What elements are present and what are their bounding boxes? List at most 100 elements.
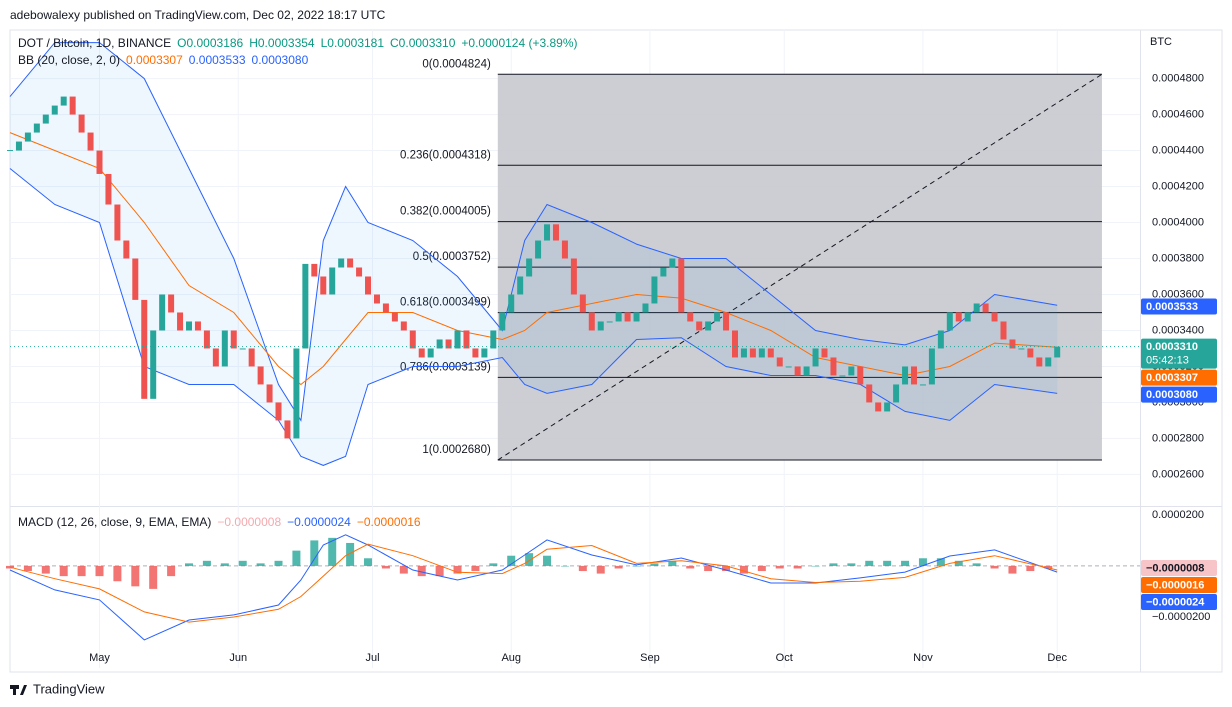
candle xyxy=(928,348,935,385)
macd-title: MACD (12, 26, close, 9, EMA, EMA) xyxy=(18,515,212,529)
candle xyxy=(33,123,40,133)
candle xyxy=(463,330,470,349)
histogram-bar xyxy=(417,565,426,577)
candle xyxy=(1045,357,1052,367)
bb-basis-value: 0.0003307 xyxy=(126,53,183,67)
ohlc-change: +0.0000124 (+3.89%) xyxy=(461,36,578,50)
price-label-box xyxy=(1141,559,1217,576)
candle xyxy=(1009,339,1016,349)
histogram-bar xyxy=(811,565,820,567)
candle xyxy=(964,312,971,322)
candle xyxy=(418,348,425,358)
candle xyxy=(982,303,989,313)
candle xyxy=(991,312,998,322)
histogram-bar xyxy=(167,565,176,577)
histogram-bar xyxy=(41,565,50,574)
candle xyxy=(544,224,551,241)
candle xyxy=(114,204,121,241)
candle xyxy=(1018,348,1025,350)
fib-level-label: 0(0.0004824) xyxy=(422,58,491,70)
candle xyxy=(794,366,801,376)
footer-logo: TradingView xyxy=(10,681,105,696)
candle xyxy=(42,114,49,124)
histogram-bar xyxy=(668,560,677,566)
candle xyxy=(660,267,667,277)
price-label-text: 0.0003533 xyxy=(1146,301,1198,313)
fib-level-label: 0.382(0.0004005) xyxy=(400,206,491,218)
candle xyxy=(911,366,917,385)
x-tick-label: Jun xyxy=(229,652,247,664)
bb-upper-value: 0.0003533 xyxy=(188,53,246,67)
fib-level-label: 0.236(0.0004318) xyxy=(400,149,491,161)
y-tick-label: 0.0004800 xyxy=(1152,72,1204,84)
histogram-bar xyxy=(220,563,229,566)
x-tick-label: May xyxy=(89,652,110,664)
histogram-bar xyxy=(256,563,265,566)
y-tick-label: 0.0002600 xyxy=(1152,468,1204,480)
x-tick-label: Nov xyxy=(913,652,933,664)
histogram-bar xyxy=(632,565,641,567)
bb-lower-line xyxy=(9,168,1058,466)
x-tick-label: Aug xyxy=(501,652,521,664)
candle xyxy=(400,321,407,331)
histogram-bar xyxy=(131,565,140,587)
candle xyxy=(821,348,828,358)
histogram-bar xyxy=(346,542,355,566)
signal-line xyxy=(9,543,1058,623)
histogram-bar xyxy=(1008,565,1017,574)
candle xyxy=(848,366,855,376)
candle xyxy=(767,348,774,358)
candle xyxy=(284,420,291,439)
candle xyxy=(552,224,559,241)
candle xyxy=(579,294,586,313)
candle xyxy=(839,375,846,377)
histogram-bar xyxy=(364,558,373,566)
histogram-bar xyxy=(507,555,516,566)
bb-fill xyxy=(10,42,1058,466)
footer-text: TradingView xyxy=(33,681,105,696)
histogram-bar xyxy=(722,565,731,572)
candle xyxy=(561,240,568,259)
bb-title: BB (20, close, 2, 0) xyxy=(18,53,121,67)
candle xyxy=(248,348,255,367)
candle xyxy=(123,240,130,259)
candle xyxy=(78,114,85,133)
candle xyxy=(669,258,676,268)
histogram-bar xyxy=(883,560,892,566)
fib-trend-line xyxy=(497,73,1103,461)
candle xyxy=(866,384,873,403)
bb-basis-line xyxy=(9,132,1058,386)
fib-level-label: 0.5(0.0003752) xyxy=(413,251,491,263)
histogram-bar xyxy=(901,560,910,566)
price-label-box xyxy=(1141,576,1217,593)
candle xyxy=(633,312,640,322)
histogram-bar xyxy=(185,563,194,566)
candle xyxy=(221,330,228,367)
candle xyxy=(714,312,721,322)
candle xyxy=(919,384,926,386)
candle xyxy=(508,294,515,313)
macd-line xyxy=(9,534,1058,641)
histogram-bar xyxy=(793,565,802,569)
histogram-bar xyxy=(95,565,104,577)
candle xyxy=(257,366,264,385)
histogram-bar xyxy=(865,560,874,566)
candle xyxy=(1036,357,1043,367)
histogram-bar xyxy=(274,560,283,566)
candle xyxy=(472,348,479,358)
candle xyxy=(329,267,336,295)
price-label-text: 0.0003310 xyxy=(1146,341,1198,353)
histogram-bar xyxy=(972,563,981,566)
candle xyxy=(490,330,497,349)
histogram-bar xyxy=(775,565,784,569)
candle xyxy=(955,312,962,322)
candle xyxy=(606,321,613,323)
candle xyxy=(749,348,756,358)
candle xyxy=(830,357,837,376)
histogram-bar xyxy=(489,563,498,566)
candle xyxy=(382,303,389,313)
candle xyxy=(875,402,882,412)
y-tick-label: 0.0004000 xyxy=(1152,216,1204,228)
histogram-bar xyxy=(704,565,713,572)
y-tick-label: 0.0003600 xyxy=(1152,288,1204,300)
